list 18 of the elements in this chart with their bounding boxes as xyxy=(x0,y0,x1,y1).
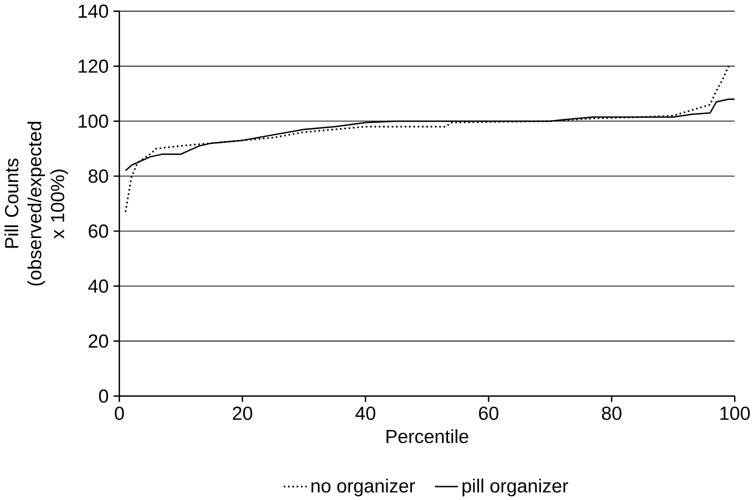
legend-label: pill organizer xyxy=(462,478,568,496)
x-axis-title: Percentile xyxy=(386,429,468,444)
x-tick-label: 100 xyxy=(720,406,750,420)
y-tick-label: 100 xyxy=(78,114,108,128)
x-tick-label: 80 xyxy=(602,406,622,420)
x-tick-label: 0 xyxy=(114,406,124,420)
y-tick-label: 0 xyxy=(99,389,108,403)
y-tick-label: 120 xyxy=(78,60,108,73)
x-tick-label: 20 xyxy=(232,406,252,420)
y-tick-label: 140 xyxy=(78,4,108,18)
legend-label: no organizer xyxy=(312,478,415,496)
y-tick-label: 40 xyxy=(88,279,108,293)
x-tick-label: 40 xyxy=(355,406,376,420)
x-tick-label: 60 xyxy=(479,406,498,420)
y-tick-label: 80 xyxy=(88,170,108,183)
y-axis-title: Pill Counts (observed/expected x 100%) xyxy=(4,122,68,286)
y-tick-label: 20 xyxy=(88,334,108,348)
y-tick-label: 60 xyxy=(88,224,108,238)
